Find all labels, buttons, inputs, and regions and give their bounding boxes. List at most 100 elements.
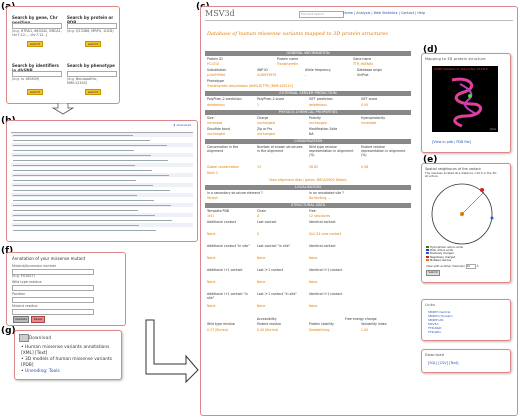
contact-row: None None None (205, 304, 411, 315)
contact-cell: None (257, 256, 266, 260)
links-item[interactable]: SM2PH-db (428, 318, 444, 322)
contact-cell: None (207, 256, 216, 260)
diameter-input[interactable]: 10 (465, 264, 476, 269)
result-row[interactable] (11, 168, 193, 172)
contact-row: None 0 GLU 54 new contact (205, 232, 411, 243)
result-row[interactable] (11, 158, 193, 162)
physico-polarity: unchanged (309, 121, 327, 125)
external-polyphen-pred: deleterious (207, 103, 225, 107)
neighbour-legend: Hydrophobic amino acids Polar amino acids… (426, 246, 508, 262)
jmol-viewer[interactable]: V50M mutation on the protein P11310 Jmol (432, 66, 498, 132)
search-dbsnp-input[interactable] (12, 71, 62, 77)
structure-view-link[interactable]: [View in pdb / PDB file] (432, 140, 471, 144)
physico-col-charge: Charge (257, 116, 269, 120)
result-row[interactable] (11, 188, 193, 192)
annotation-mutant-input[interactable] (12, 309, 94, 315)
conservation-alignment-link[interactable]: View alignment data / genes: BRCA/0000 D… (269, 178, 347, 182)
result-row-text-placeholder (13, 204, 171, 206)
external-col-polyphen-score: PolyPhen-2 score (257, 97, 285, 101)
general-col-substitution: Substitution (207, 68, 227, 72)
contact-cell: 0 (257, 232, 260, 236)
search-phenotype-input[interactable] (67, 71, 117, 77)
search-dbsnp-submit[interactable]: submit (27, 89, 43, 95)
result-row[interactable] (11, 183, 193, 187)
download-list: • Human missense variants annotations [X… (21, 345, 117, 375)
result-row[interactable] (11, 173, 193, 177)
result-row[interactable] (11, 208, 193, 212)
general-col-gene-name: Gene name (353, 57, 372, 61)
reset-button[interactable]: Reset (31, 316, 45, 323)
physico-charge: unchanged (257, 121, 275, 125)
results-download-link[interactable]: ⬇ download (173, 123, 191, 127)
section-external-header: EXTERNAL SERVER PREDICTION (205, 91, 411, 96)
legend-item: Polar amino acids (426, 249, 508, 252)
annotation-panel: Annotation of your missense mutant Mutan… (6, 252, 126, 326)
annotation-position-input[interactable] (12, 297, 94, 303)
result-row[interactable] (11, 138, 193, 142)
conservation-col-alignment: Conservation in the alignment (207, 145, 239, 153)
contact-row: None None None (205, 280, 411, 291)
annotation-position-label: Position (12, 292, 26, 296)
links-panel-title: Links (425, 303, 436, 307)
general-col-database-origin: Database origin (357, 68, 383, 72)
result-row-text-placeholder (13, 159, 168, 161)
result-row[interactable] (11, 223, 193, 227)
physico-col-polarity: Polarity (309, 116, 321, 120)
links-item[interactable]: SM2PH Central (428, 310, 451, 314)
result-row[interactable] (11, 218, 193, 222)
download-item[interactable]: • Human missense variants annotations [X… (21, 345, 110, 356)
legend-item: Mutated residue (426, 258, 508, 262)
section-conservation-header: CONSERVATION (205, 139, 411, 144)
physico-size: increased (207, 121, 223, 125)
general-phenotype-value[interactable]: Transthyretin amyloidosis (AMYLD/TTR) [M… (207, 84, 293, 88)
section-localisation-header: LOCALISATION (205, 185, 411, 190)
search-gene-submit[interactable]: submit (27, 41, 43, 47)
result-row[interactable] (11, 148, 193, 152)
result-row-text-placeholder (13, 144, 167, 146)
download-panel-title: Download (29, 335, 52, 340)
result-row[interactable] (11, 153, 193, 157)
result-row[interactable] (11, 193, 193, 197)
search-protein-input[interactable] (67, 23, 117, 29)
general-protein-id[interactable]: P11310 (207, 62, 220, 66)
result-row-text-placeholder (13, 199, 154, 201)
search-phenotype-submit[interactable]: submit (85, 89, 101, 95)
result-row[interactable] (11, 178, 193, 182)
result-row[interactable] (11, 143, 193, 147)
structural-stability: Destabilizing (309, 328, 330, 332)
section-general-header: GENERAL INFORMATION (205, 51, 411, 56)
down-arrow-icon (52, 103, 74, 115)
validate-button[interactable]: Validate (13, 316, 29, 323)
links-item[interactable]: SM2PH (Human) (428, 314, 453, 318)
external-col-sift-score: SIFT score (361, 97, 378, 101)
external-polyphen-score: 1 (257, 103, 260, 107)
result-row[interactable] (11, 133, 193, 137)
links-item[interactable]: TTR-RGD (428, 326, 442, 330)
links-item[interactable]: MSV3d (428, 322, 439, 326)
neighbour-sphere (431, 183, 494, 245)
result-row[interactable] (11, 213, 193, 217)
contact-cell: Identical i+1 contact (309, 292, 343, 296)
annotation-title: Annotation of your missense mutant (12, 256, 86, 261)
general-snp-id[interactable]: rs28933979 (257, 73, 277, 77)
result-row[interactable] (11, 198, 193, 202)
download-mini-links[interactable]: [SQL] [CSV] [Text] (428, 361, 459, 365)
download-item[interactable]: • 3D models of human missense variants [… (21, 357, 113, 368)
structural-template[interactable]: 1f41 (207, 214, 215, 218)
search-gene-title: Search by gene, Chr position (12, 15, 58, 25)
header-nav[interactable]: Home | Analysis | Web Statistics | Conta… (343, 11, 426, 15)
annotation-accession-input[interactable] (12, 269, 94, 275)
result-row[interactable] (11, 203, 193, 207)
result-row[interactable] (11, 228, 193, 232)
search-gene-input[interactable] (12, 23, 62, 29)
search-protein-hint: (e.g. Q13386, MRP4, 1UC8) (67, 29, 114, 33)
annotation-wildtype-input[interactable] (12, 285, 94, 291)
download-item[interactable]: • Unending: Tools (21, 369, 60, 374)
full-text-search-input[interactable]: Full text search (299, 11, 344, 18)
search-protein-submit[interactable]: submit (85, 41, 101, 47)
localisation-col-site: In an annotated site ? (309, 191, 344, 195)
result-row[interactable] (11, 163, 193, 167)
links-item[interactable]: TTR-Wiki (428, 330, 441, 334)
legend-item: Hydrophobic amino acids (426, 246, 508, 249)
diameter-submit-button[interactable]: Submit (426, 270, 440, 276)
